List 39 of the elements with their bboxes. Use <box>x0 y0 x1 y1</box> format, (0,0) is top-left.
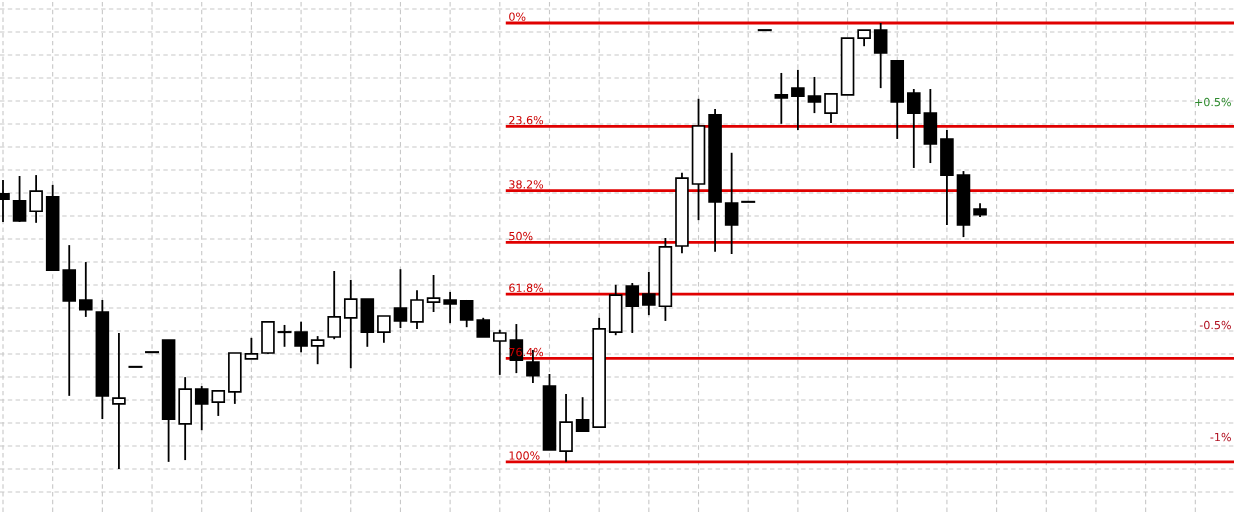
candlestick <box>724 151 739 255</box>
candlestick <box>873 22 888 90</box>
text: -1% <box>1210 432 1231 442</box>
candlestick <box>393 268 408 329</box>
candlestick <box>327 270 341 341</box>
annotation: 100% <box>509 451 540 460</box>
candlestick <box>410 289 424 330</box>
annotation: 38.2% <box>509 180 544 189</box>
candlestick <box>625 282 640 334</box>
text: -0.5% <box>1199 320 1231 330</box>
candlestick <box>294 320 308 354</box>
candlestick <box>443 291 457 325</box>
candlestick <box>426 274 441 313</box>
candlestick <box>310 335 325 366</box>
candlestick <box>907 88 921 169</box>
candlestick <box>377 315 391 344</box>
candlestick <box>194 385 209 432</box>
candlestick <box>211 390 226 417</box>
annotation: 61.8% <box>509 283 544 293</box>
candlestick <box>642 270 656 317</box>
candlestick <box>774 72 789 125</box>
text: +0.5% <box>1195 97 1231 107</box>
candlestick <box>476 316 491 338</box>
candlestick <box>277 324 292 348</box>
candlestick <box>807 76 822 114</box>
text: 0% <box>509 12 526 21</box>
candlestick <box>112 332 126 470</box>
candlestick <box>12 175 27 223</box>
annotation: 50% <box>509 231 533 241</box>
candlestick <box>459 299 474 329</box>
candlestick <box>343 278 358 370</box>
candlestick <box>791 68 805 131</box>
candlestick <box>79 261 93 318</box>
candlestick <box>244 336 259 360</box>
candlestick <box>493 328 507 376</box>
candlestick <box>29 174 43 224</box>
candlestick <box>824 93 838 124</box>
candlestick <box>575 396 590 432</box>
annotation: 23.6% <box>509 115 544 125</box>
